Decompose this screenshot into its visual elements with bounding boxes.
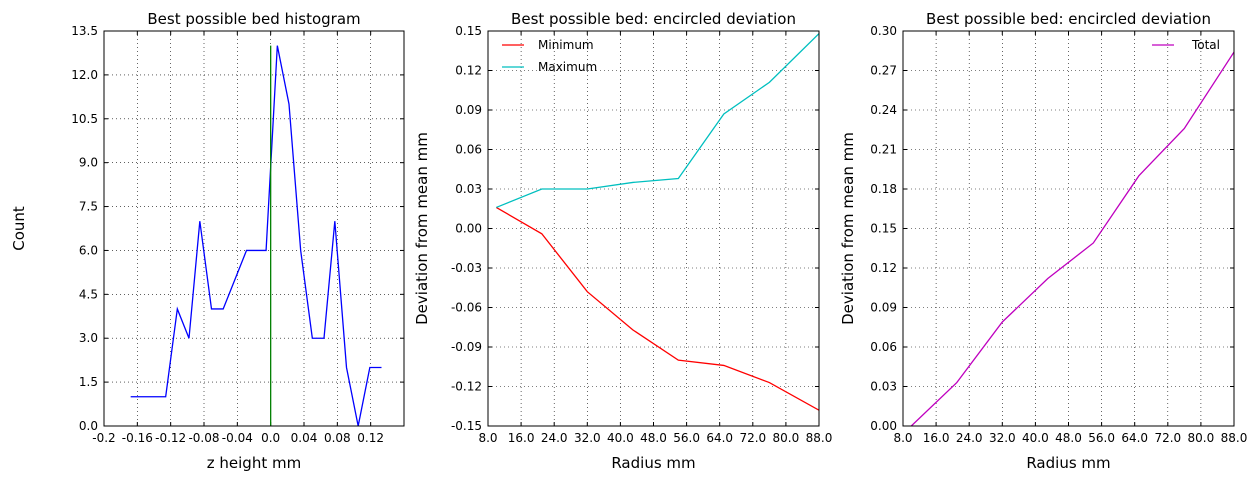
legend: Minimum Maximum: [502, 38, 597, 74]
y-tick-label: 6.0: [79, 243, 98, 257]
x-tick-label: 32.0: [574, 431, 601, 445]
legend-label-maximum: Maximum: [538, 60, 597, 74]
x-tick-label: 8.0: [478, 431, 497, 445]
x-tick-label: 16.0: [508, 431, 535, 445]
x-tick-label: 56.0: [673, 431, 700, 445]
y-tick-label: 0.27: [870, 64, 897, 78]
chart-2: 8.0 16.0 24.0 32.0 40.0 48.0 56.0 64.0 72.0 80.0 8…: [413, 10, 832, 472]
x-tick-label: 80.0: [773, 431, 800, 445]
x-tick-label: 40.0: [1022, 431, 1049, 445]
x-tick-label: 0.12: [357, 431, 384, 445]
x-tick-label: -0.08: [188, 431, 219, 445]
y-tick-label: 0.18: [870, 182, 897, 196]
y-tick-label: 0.12: [870, 261, 897, 275]
y-tick-label: 9.0: [79, 156, 98, 170]
y-tick-label: -0.12: [451, 380, 482, 394]
x-tick-label: 88.0: [806, 431, 833, 445]
y-tick-label: 0.21: [870, 143, 897, 157]
x-tick-label: -0.12: [155, 431, 186, 445]
x-tick-label: 72.0: [1154, 431, 1181, 445]
x-axis-label: z height mm: [207, 454, 301, 472]
x-tick-label: 0.04: [291, 431, 318, 445]
x-tick-label: 8.0: [893, 431, 912, 445]
y-tick-label: 10.5: [71, 112, 98, 126]
y-tick-label: 0.0: [79, 419, 98, 433]
x-tick-label: 0.08: [324, 431, 351, 445]
y-tick-label: 3.0: [79, 331, 98, 345]
x-tick-label: 32.0: [989, 431, 1016, 445]
series-line-maximum: [496, 33, 819, 209]
x-tick-label: 80.0: [1188, 431, 1215, 445]
x-tick-label: -0.2: [92, 431, 115, 445]
series-line-1: [130, 45, 382, 426]
chart-title: Best possible bed histogram: [147, 10, 360, 28]
y-tick-label: -0.15: [451, 419, 482, 433]
y-tick-label: 0.15: [455, 24, 482, 38]
y-tick-label: -0.06: [451, 301, 482, 315]
legend-label-minimum: Minimum: [538, 38, 594, 52]
y-tick-label: 0.00: [455, 222, 482, 236]
y-tick-label: 0.09: [870, 301, 897, 315]
y-tick-label: 0.06: [870, 340, 897, 354]
x-tick-label: 40.0: [607, 431, 634, 445]
y-tick-label: 13.5: [71, 24, 98, 38]
series-line-minimum: [495, 206, 819, 411]
y-tick-label: 4.5: [79, 287, 98, 301]
legend-label-total: Total: [1191, 38, 1220, 52]
x-tick-label: 48.0: [640, 431, 667, 445]
y-axis-label: Deviation from mean mm: [413, 132, 431, 325]
chart-title: Best possible bed: encircled deviation: [511, 10, 796, 28]
y-tick-label: 12.0: [71, 68, 98, 82]
x-tick-label: 64.0: [1121, 431, 1148, 445]
y-tick-label: 0.24: [870, 103, 897, 117]
y-tick-label: -0.09: [451, 340, 482, 354]
axes-frame: [487, 30, 820, 427]
y-tick-label: 0.30: [870, 24, 897, 38]
y-tick-label: 0.12: [455, 64, 482, 78]
y-axis-label: Count: [10, 206, 28, 251]
y-tick-label: 1.5: [79, 375, 98, 389]
x-tick-label: -0.04: [222, 431, 253, 445]
x-tick-label: 88.0: [1221, 431, 1248, 445]
axes-frame: [103, 30, 405, 427]
y-tick-label: 0.03: [870, 380, 897, 394]
x-axis-label: Radius mm: [611, 454, 695, 472]
y-tick-label: 0.15: [870, 222, 897, 236]
x-tick-label: 0.0: [261, 431, 280, 445]
y-tick-label: -0.03: [451, 261, 482, 275]
x-tick-label: 16.0: [923, 431, 950, 445]
x-tick-label: 56.0: [1088, 431, 1115, 445]
plot-area: [104, 31, 404, 426]
x-tick-label: 24.0: [956, 431, 983, 445]
legend: Total: [1152, 38, 1220, 52]
axes-frame: [902, 30, 1235, 427]
x-axis-label: Radius mm: [1026, 454, 1110, 472]
x-tick-label: 48.0: [1055, 431, 1082, 445]
chart-3: 8.0 16.0 24.0 32.0 40.0 48.0 56.0 64.0 72.0 80.0 8…: [839, 10, 1247, 472]
chart-title: Best possible bed: encircled deviation: [926, 10, 1211, 28]
y-axis-label: Deviation from mean mm: [839, 132, 857, 325]
x-tick-label: -0.16: [122, 431, 153, 445]
plot-area: [488, 31, 819, 426]
x-tick-label: 64.0: [706, 431, 733, 445]
plot-area: [903, 31, 1234, 426]
chart-1: -0.2 -0.16 -0.12 -0.08 -0.04 0.0 0.04 0.08 0.12 0…: [10, 10, 405, 472]
series-line-total: [910, 51, 1234, 426]
y-tick-label: 0.06: [455, 143, 482, 157]
y-tick-label: 7.5: [79, 200, 98, 214]
x-tick-label: 24.0: [541, 431, 568, 445]
x-tick-label: 72.0: [739, 431, 766, 445]
y-tick-label: 0.03: [455, 182, 482, 196]
y-tick-label: 0.00: [870, 419, 897, 433]
y-tick-label: 0.09: [455, 103, 482, 117]
